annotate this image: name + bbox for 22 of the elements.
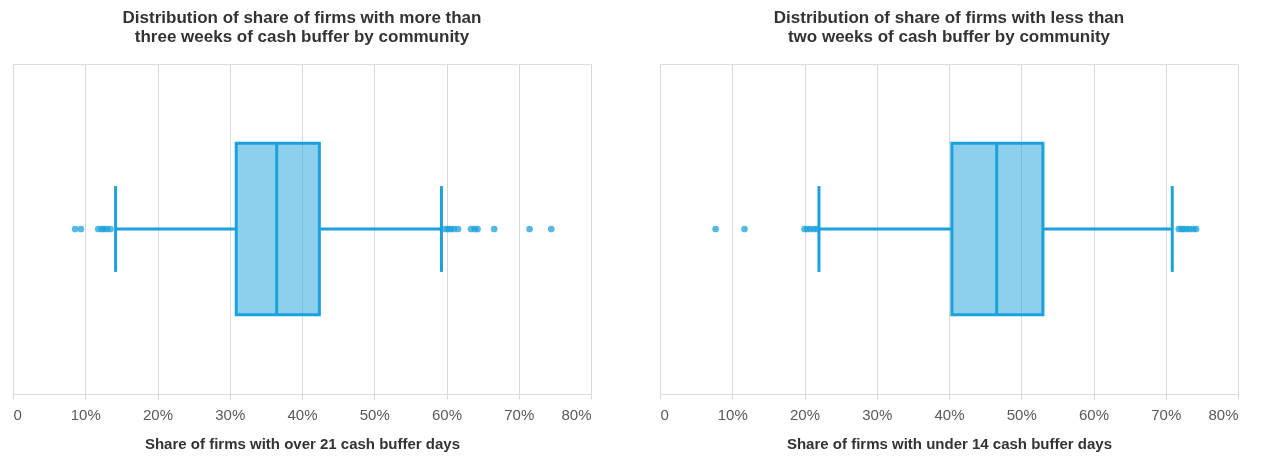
x-tick-label: 50% xyxy=(1006,405,1037,423)
x-tick-label: 40% xyxy=(287,405,318,423)
x-tick-label: 10% xyxy=(717,405,748,423)
x-tick-label: 0 xyxy=(13,405,22,423)
x-tick-label: 20% xyxy=(789,405,821,423)
x-tick-label: 30% xyxy=(862,405,893,423)
chart-title: Distribution of share of firms with less than two weeks of cash buffer by community xyxy=(773,8,1125,46)
x-tick-label: 0 xyxy=(660,405,669,423)
x-tick-label: 70% xyxy=(504,405,535,423)
x-tick-label: 20% xyxy=(142,405,174,423)
x-tick-label: 30% xyxy=(215,405,246,423)
x-axis-title: Share of firms with under 14 cash buffer days xyxy=(786,434,1113,452)
x-tick-label: 10% xyxy=(70,405,101,423)
x-tick-label: 80% xyxy=(561,405,592,423)
x-tick-label: 70% xyxy=(1151,405,1182,423)
chart-title: Distribution of share of firms with more than three weeks of cash buffer by community xyxy=(122,8,482,46)
x-tick-label: 60% xyxy=(431,405,463,423)
x-tick-label: 60% xyxy=(1078,405,1110,423)
x-tick-label: 40% xyxy=(934,405,965,423)
x-axis-title: Share of firms with over 21 cash buffer days xyxy=(144,434,461,452)
x-tick-label: 50% xyxy=(359,405,390,423)
x-tick-label: 80% xyxy=(1208,405,1239,423)
